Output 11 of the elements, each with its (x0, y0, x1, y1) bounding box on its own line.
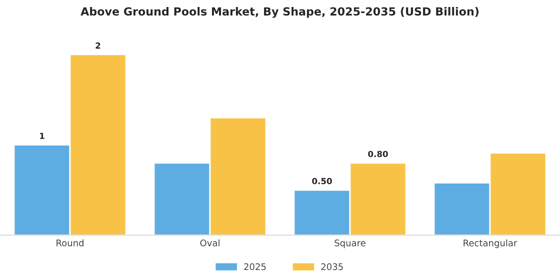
x-tick-label: Square (334, 240, 366, 248)
x-tick-label: Round (56, 239, 84, 246)
legend-label: 2035 (321, 263, 343, 270)
data-label: 1 (40, 132, 44, 139)
x-tick-label: Rectangular (464, 239, 518, 248)
data-label: 0.80 (368, 150, 388, 158)
data-label: 0.50 (312, 178, 332, 184)
chart-title: Above Ground Pools Market, By Shape, 2025-2035 (USD Billion) (80, 7, 478, 18)
data-label: 2 (96, 42, 100, 49)
x-tick-label: Oval (200, 239, 220, 246)
legend-label: 2025 (244, 263, 266, 270)
